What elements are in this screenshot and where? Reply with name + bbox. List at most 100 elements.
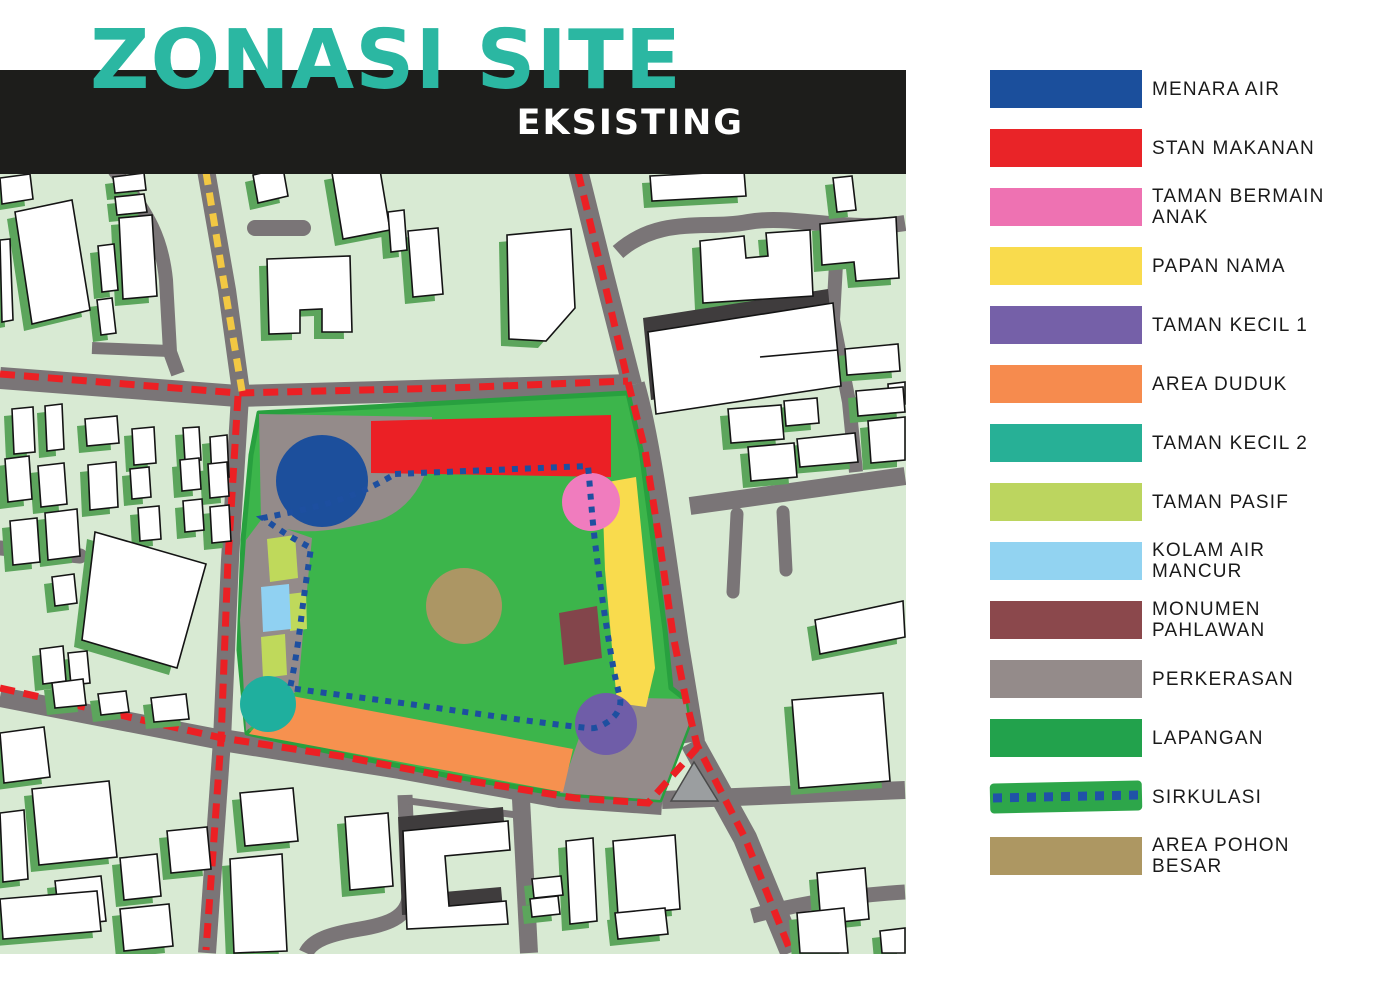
building — [67, 650, 91, 686]
building — [44, 403, 65, 452]
building — [819, 216, 900, 282]
legend: MENARA AIR STAN MAKANAN TAMAN BERMAIN ANAK… — [989, 70, 1386, 896]
zone-area-pohon-besar — [426, 568, 502, 644]
building — [239, 787, 299, 847]
road-segment — [198, 739, 231, 954]
legend-swatch-taman-pasif — [990, 483, 1142, 521]
building — [9, 517, 41, 566]
page-subtitle: EKSISTING — [516, 103, 744, 143]
zone-sirkulasi — [255, 462, 624, 732]
buildings-dark-shadow — [402, 302, 842, 930]
zone-papan-nama — [602, 477, 655, 707]
legend-item-monumen-pahlawan: MONUMEN PAHLAWAN — [990, 599, 1386, 641]
building — [612, 834, 681, 916]
secondary-dashed-line — [202, 174, 246, 392]
building — [0, 726, 51, 784]
building — [266, 255, 353, 335]
building — [131, 426, 157, 466]
building — [11, 406, 36, 455]
building — [51, 678, 87, 709]
road-segment — [512, 798, 538, 954]
legend-item-papan-nama: PAPAN NAMA — [990, 247, 1386, 285]
legend-swatch-area-pohon-besar — [990, 837, 1142, 875]
building — [407, 227, 444, 298]
building — [614, 907, 669, 940]
zone-monumen-pahlawan — [559, 606, 602, 665]
building — [97, 243, 119, 293]
legend-label-lapangan: LAPANGAN — [1152, 727, 1264, 749]
building — [150, 693, 190, 723]
legend-label-perkerasan: PERKERASAN — [1152, 668, 1294, 690]
legend-label-papan-nama: PAPAN NAMA — [1152, 255, 1286, 277]
building — [84, 415, 120, 447]
building — [51, 573, 78, 607]
legend-swatch-taman-kecil-1 — [990, 306, 1142, 344]
building — [331, 174, 391, 240]
legend-swatch-taman-bermain-anak — [990, 188, 1142, 226]
building — [796, 907, 849, 954]
building — [649, 174, 747, 202]
building — [647, 302, 842, 415]
building — [44, 508, 81, 561]
legend-swatch-sirkulasi — [989, 780, 1143, 814]
legend-swatch-kolam-air-mancur — [990, 542, 1142, 580]
legend-item-perkerasan: PERKERASAN — [990, 660, 1386, 698]
boundary-dashed-lines — [0, 174, 794, 952]
building — [81, 530, 207, 669]
legend-label-menara-air: MENARA AIR — [1152, 78, 1281, 100]
road-segment — [688, 467, 906, 515]
building-roof-line — [759, 349, 839, 358]
building — [531, 875, 564, 899]
building — [31, 780, 118, 866]
map-triangle-island — [669, 760, 720, 802]
legend-label-taman-bermain-anak: TAMAN BERMAIN ANAK — [1152, 186, 1325, 228]
legend-swatch-taman-kecil-2 — [990, 424, 1142, 462]
road-segment — [91, 342, 171, 357]
building — [727, 404, 785, 444]
road-segment — [197, 174, 250, 394]
building — [0, 809, 29, 883]
building — [96, 297, 117, 336]
building — [0, 890, 102, 940]
buildings — [0, 174, 906, 954]
legend-swatch-papan-nama — [990, 247, 1142, 285]
legend-item-menara-air: MENARA AIR — [990, 70, 1386, 108]
building — [129, 466, 152, 500]
building — [844, 343, 901, 376]
zone-stan-makanan — [371, 415, 611, 477]
building — [344, 812, 394, 891]
legend-label-monumen-pahlawan: MONUMEN PAHLAWAN — [1152, 599, 1266, 641]
building — [867, 416, 906, 464]
building — [118, 214, 158, 300]
legend-label-sirkulasi: SIRKULASI — [1152, 786, 1263, 808]
building — [182, 498, 205, 533]
title-bar — [0, 70, 906, 174]
building — [166, 826, 212, 874]
building — [387, 209, 408, 253]
zone-kolam-air-mancur — [261, 584, 291, 632]
zone-taman-bermain-anak — [562, 473, 620, 531]
building — [87, 461, 119, 511]
legend-label-taman-kecil-2: TAMAN KECIL 2 — [1152, 432, 1309, 454]
building — [699, 229, 814, 304]
building — [791, 692, 891, 789]
building — [209, 504, 232, 544]
zone-taman-kecil-2 — [240, 676, 296, 732]
building — [783, 397, 820, 427]
building — [506, 228, 576, 342]
zone-menara-air — [276, 435, 368, 527]
road-segment — [726, 507, 744, 599]
site-map — [0, 174, 906, 954]
building — [207, 461, 230, 499]
building — [879, 927, 906, 954]
legend-swatch-lapangan — [990, 719, 1142, 757]
building — [179, 457, 202, 492]
legend-item-area-pohon-besar: AREA POHON BESAR — [990, 835, 1386, 877]
building — [0, 174, 34, 205]
building — [114, 193, 148, 216]
building — [112, 174, 147, 194]
legend-item-taman-kecil-1: TAMAN KECIL 1 — [990, 306, 1386, 344]
building — [137, 505, 162, 542]
building — [252, 174, 289, 204]
